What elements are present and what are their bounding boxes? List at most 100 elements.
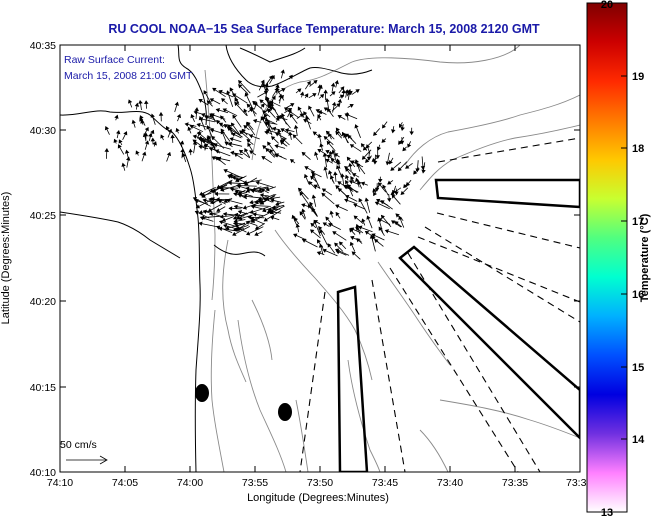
current-vector <box>265 118 273 136</box>
current-vector <box>327 132 333 137</box>
current-vector <box>323 135 328 141</box>
current-vector <box>403 183 408 189</box>
current-vector <box>331 149 336 154</box>
current-vector <box>176 113 182 119</box>
current-vector <box>229 187 235 192</box>
dumpsite-marker[interactable] <box>195 384 209 402</box>
current-vector <box>339 94 345 99</box>
current-vector <box>335 127 340 132</box>
current-vector <box>134 102 140 107</box>
current-vector <box>350 176 355 181</box>
current-vector <box>303 111 308 116</box>
current-vector <box>269 100 274 105</box>
current-vector <box>345 180 350 185</box>
x-tick-label: 73:40 <box>437 477 463 489</box>
current-vector <box>232 114 237 119</box>
current-vector <box>349 241 355 247</box>
current-vector <box>354 159 360 164</box>
current-vector <box>206 125 211 130</box>
current-vector <box>264 83 269 88</box>
current-vector <box>257 197 262 202</box>
current-vector <box>228 126 233 131</box>
current-vector <box>243 124 248 130</box>
current-vector <box>314 151 319 156</box>
current-vector <box>269 148 274 154</box>
current-vector <box>264 130 269 135</box>
current-vector <box>263 113 268 118</box>
x-tick-label: 73:35 <box>502 477 528 489</box>
current-vector <box>212 188 217 193</box>
current-vector <box>346 90 352 95</box>
x-tick-label: 73:55 <box>242 477 268 489</box>
current-vector <box>301 203 306 208</box>
current-vector <box>295 223 300 228</box>
current-vector <box>139 115 144 120</box>
dumpsite-marker[interactable] <box>278 403 292 421</box>
current-vector <box>113 138 118 144</box>
current-vector <box>236 215 241 220</box>
current-vector <box>206 136 211 141</box>
current-vector <box>372 160 378 165</box>
current-vector <box>117 144 122 149</box>
current-vector <box>246 139 251 144</box>
x-tick-label: 73:50 <box>307 477 333 489</box>
current-vector <box>378 178 383 183</box>
current-vector <box>181 152 186 158</box>
current-vector <box>380 200 385 205</box>
y-axis-label: Latitude (Degrees:Minutes) <box>0 192 12 325</box>
current-vector <box>254 225 260 230</box>
current-vector <box>333 171 338 176</box>
current-vector <box>343 133 348 138</box>
current-vector <box>316 251 322 256</box>
current-vector <box>253 101 258 106</box>
current-vector <box>400 126 405 131</box>
y-tick-label: 40:10 <box>30 467 56 479</box>
current-vector <box>391 220 396 225</box>
current-vector <box>194 199 199 204</box>
current-vector <box>348 162 353 167</box>
current-vector <box>254 231 259 236</box>
current-vector <box>198 210 203 215</box>
current-vector <box>351 251 356 256</box>
current-vector <box>337 114 342 119</box>
current-vector <box>221 98 226 103</box>
current-vector <box>221 217 227 222</box>
current-vector <box>338 241 344 246</box>
current-vector <box>349 144 355 149</box>
current-vector <box>198 221 203 226</box>
current-vector <box>247 142 252 148</box>
current-vector <box>267 207 272 212</box>
current-vector <box>261 82 267 88</box>
current-vector <box>143 132 149 137</box>
current-vector <box>326 140 331 146</box>
current-vector <box>121 162 126 167</box>
current-vector <box>123 131 128 136</box>
current-vector <box>189 124 194 130</box>
scale-arrow <box>66 455 108 465</box>
current-vector <box>209 128 215 133</box>
current-vector <box>230 150 235 156</box>
current-vector <box>360 181 366 186</box>
current-vector <box>322 222 328 227</box>
current-vector <box>327 243 332 248</box>
current-vector <box>246 121 251 126</box>
current-vector <box>361 155 367 160</box>
current-vector <box>362 146 368 151</box>
current-vector <box>210 113 215 118</box>
current-vector <box>334 80 339 85</box>
x-tick-label: 74:05 <box>112 477 138 489</box>
current-vector <box>116 130 121 135</box>
current-label: Raw Surface Current: <box>64 54 165 66</box>
current-vector <box>187 126 192 131</box>
current-vector <box>198 116 204 122</box>
current-vector <box>361 218 366 223</box>
current-vector <box>336 165 341 170</box>
current-vector <box>209 98 215 103</box>
current-vector <box>303 118 308 123</box>
current-vector <box>344 113 349 118</box>
current-vector <box>270 75 275 80</box>
current-vector <box>284 128 289 133</box>
current-vector <box>204 143 221 154</box>
current-vector <box>104 148 109 152</box>
current-vector <box>152 141 157 146</box>
